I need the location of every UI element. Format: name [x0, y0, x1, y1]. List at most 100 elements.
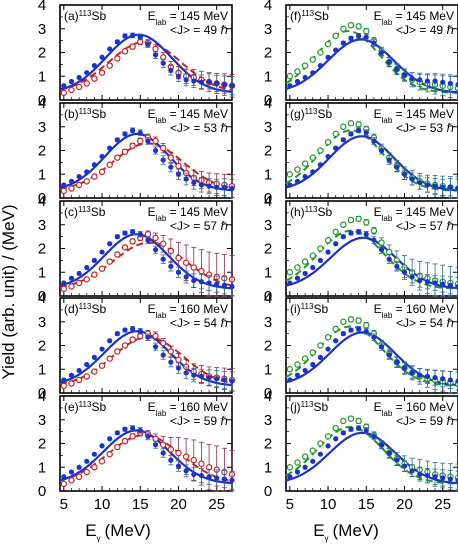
data-point-filled [348, 131, 354, 137]
data-point-filled [409, 274, 415, 280]
data-point-open [324, 138, 332, 146]
panel-letter: (c) [64, 205, 78, 219]
elab-sub: lab [382, 116, 393, 125]
elab-sub: lab [156, 409, 167, 418]
data-point-filled [99, 443, 105, 449]
data-point-filled [348, 327, 354, 333]
data-point-filled [317, 354, 323, 360]
data-point-open [317, 440, 324, 447]
data-point-filled [317, 257, 323, 263]
y-tick-label: 1 [38, 459, 46, 476]
data-point-filled [432, 78, 438, 84]
data-point-filled [294, 275, 301, 281]
data-point-filled [137, 130, 143, 136]
angular-momentum-label: <J> = 53 ℏ [396, 121, 454, 135]
data-point-open [98, 265, 106, 272]
data-point-filled [175, 463, 182, 469]
data-point-open [121, 437, 129, 445]
data-point-open [347, 21, 355, 29]
data-point-filled [122, 131, 128, 137]
data-point-filled [294, 78, 301, 85]
data-point-filled [455, 81, 458, 88]
data-point-filled [99, 249, 105, 255]
y-tick-label: 2 [38, 241, 46, 258]
data-point-filled [137, 427, 143, 434]
data-point-filled [371, 237, 377, 243]
elab-main: E [374, 302, 382, 316]
x-axis-title-right-unit: (MeV) [333, 521, 379, 540]
nucleus-symbol: Sb [91, 400, 106, 414]
data-point-open [324, 333, 332, 341]
mass-number: 113 [78, 205, 91, 214]
data-point-filled [76, 74, 82, 81]
data-point-filled [68, 78, 75, 85]
data-point-filled [68, 178, 75, 184]
panel-label: (g)113Sb [290, 107, 332, 122]
data-point-open [340, 123, 347, 130]
angular-momentum-label: <J> = 59 ℏ [170, 414, 228, 428]
data-point-filled [409, 468, 415, 474]
data-point-filled [152, 442, 159, 448]
data-point-open [309, 154, 316, 161]
data-point-open [332, 325, 339, 333]
data-point-open [386, 248, 393, 256]
data-point-filled [107, 338, 113, 344]
data-point-filled [394, 66, 400, 72]
data-point-filled [152, 247, 159, 253]
beam-energy-label: Elab = 145 MeV [148, 107, 228, 125]
data-point-filled [417, 372, 423, 378]
data-point-open [332, 424, 339, 432]
fit-dashed-line [59, 142, 233, 190]
elab-main: E [374, 9, 382, 23]
data-point-open [340, 318, 347, 325]
y-tick-label: 3 [38, 21, 46, 38]
data-point-open [75, 279, 83, 287]
data-point-filled [378, 247, 385, 253]
elab-rest: = 160 MeV [166, 302, 228, 316]
angular-momentum-label: <J> = 57 ℏ [396, 219, 454, 233]
y-tick-label: 2 [264, 143, 272, 160]
panel-letter: (e) [64, 400, 79, 414]
data-point-open [182, 453, 190, 460]
data-point-filled [455, 283, 458, 290]
data-point-filled [371, 138, 377, 144]
data-point-filled [191, 372, 197, 378]
data-point-filled [356, 33, 362, 39]
data-point-filled [91, 451, 97, 457]
data-point-filled [432, 183, 438, 189]
panel-label: (d)113Sb [64, 302, 106, 317]
data-point-open [159, 441, 167, 448]
data-point-open [98, 458, 106, 465]
data-point-open [340, 25, 347, 32]
nucleus-symbol: Sb [91, 107, 106, 121]
data-point-filled [61, 280, 67, 286]
y-axis-title: Yield (arb. unit) / (MeV) [0, 204, 18, 379]
data-point-filled [455, 477, 458, 483]
data-point-filled [371, 40, 377, 46]
data-point-filled [191, 179, 197, 186]
data-point-filled [401, 171, 408, 177]
data-point-filled [340, 430, 346, 436]
beam-energy-label: Elab = 160 MeV [148, 302, 228, 320]
y-tick-label: 4 [264, 388, 272, 405]
elab-rest: = 160 MeV [166, 400, 228, 414]
data-point-filled [447, 282, 453, 288]
data-point-filled [340, 137, 346, 143]
data-point-open [317, 49, 324, 56]
x-tick-label: 10 [94, 496, 111, 513]
data-point-filled [294, 372, 301, 378]
data-point-open [75, 376, 83, 384]
data-point-filled [340, 40, 346, 46]
data-point-filled [114, 39, 120, 45]
data-point-open [309, 56, 316, 63]
data-point-open [106, 355, 113, 362]
data-point-filled [145, 433, 151, 439]
data-point-filled [356, 229, 362, 235]
data-point-filled [107, 436, 113, 442]
data-point-filled [68, 469, 75, 475]
data-point-filled [168, 67, 174, 73]
nucleus-symbol: Sb [317, 205, 332, 219]
nucleus-symbol: Sb [317, 107, 332, 121]
data-point-open [286, 73, 294, 80]
data-point-open [355, 417, 362, 425]
